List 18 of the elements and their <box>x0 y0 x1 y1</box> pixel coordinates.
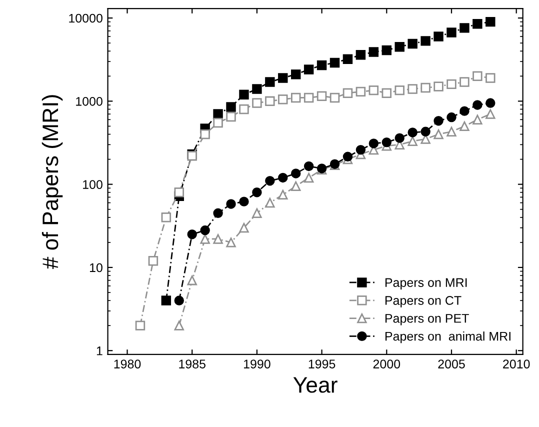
x-tick-label: 1990 <box>244 360 270 368</box>
y-tick-label: 10000 <box>69 14 102 23</box>
x-tick-label: 1985 <box>179 360 206 368</box>
x-tick-label: 2000 <box>373 360 400 368</box>
x-tick-label: 2005 <box>438 360 465 368</box>
legend-label: Papers on MRI <box>385 278 467 290</box>
x-tick-label: 1995 <box>308 360 336 368</box>
y-tick-label: 1000 <box>76 96 102 106</box>
y-tick-label: 10 <box>90 263 102 272</box>
x-tick-label: 1980 <box>114 360 141 368</box>
x-tick-label: 2010 <box>503 360 530 368</box>
y-tick-label: 1 <box>96 346 102 356</box>
y-tick-label: 100 <box>83 180 102 189</box>
legend-label: Papers on PET <box>385 314 469 326</box>
legend-label: Papers on CT <box>385 296 462 308</box>
y-axis-title: # of Papers (MRI) <box>42 95 63 270</box>
legend-label: Papers on animal MRI <box>385 332 510 344</box>
x-axis-title: Year <box>293 377 338 393</box>
